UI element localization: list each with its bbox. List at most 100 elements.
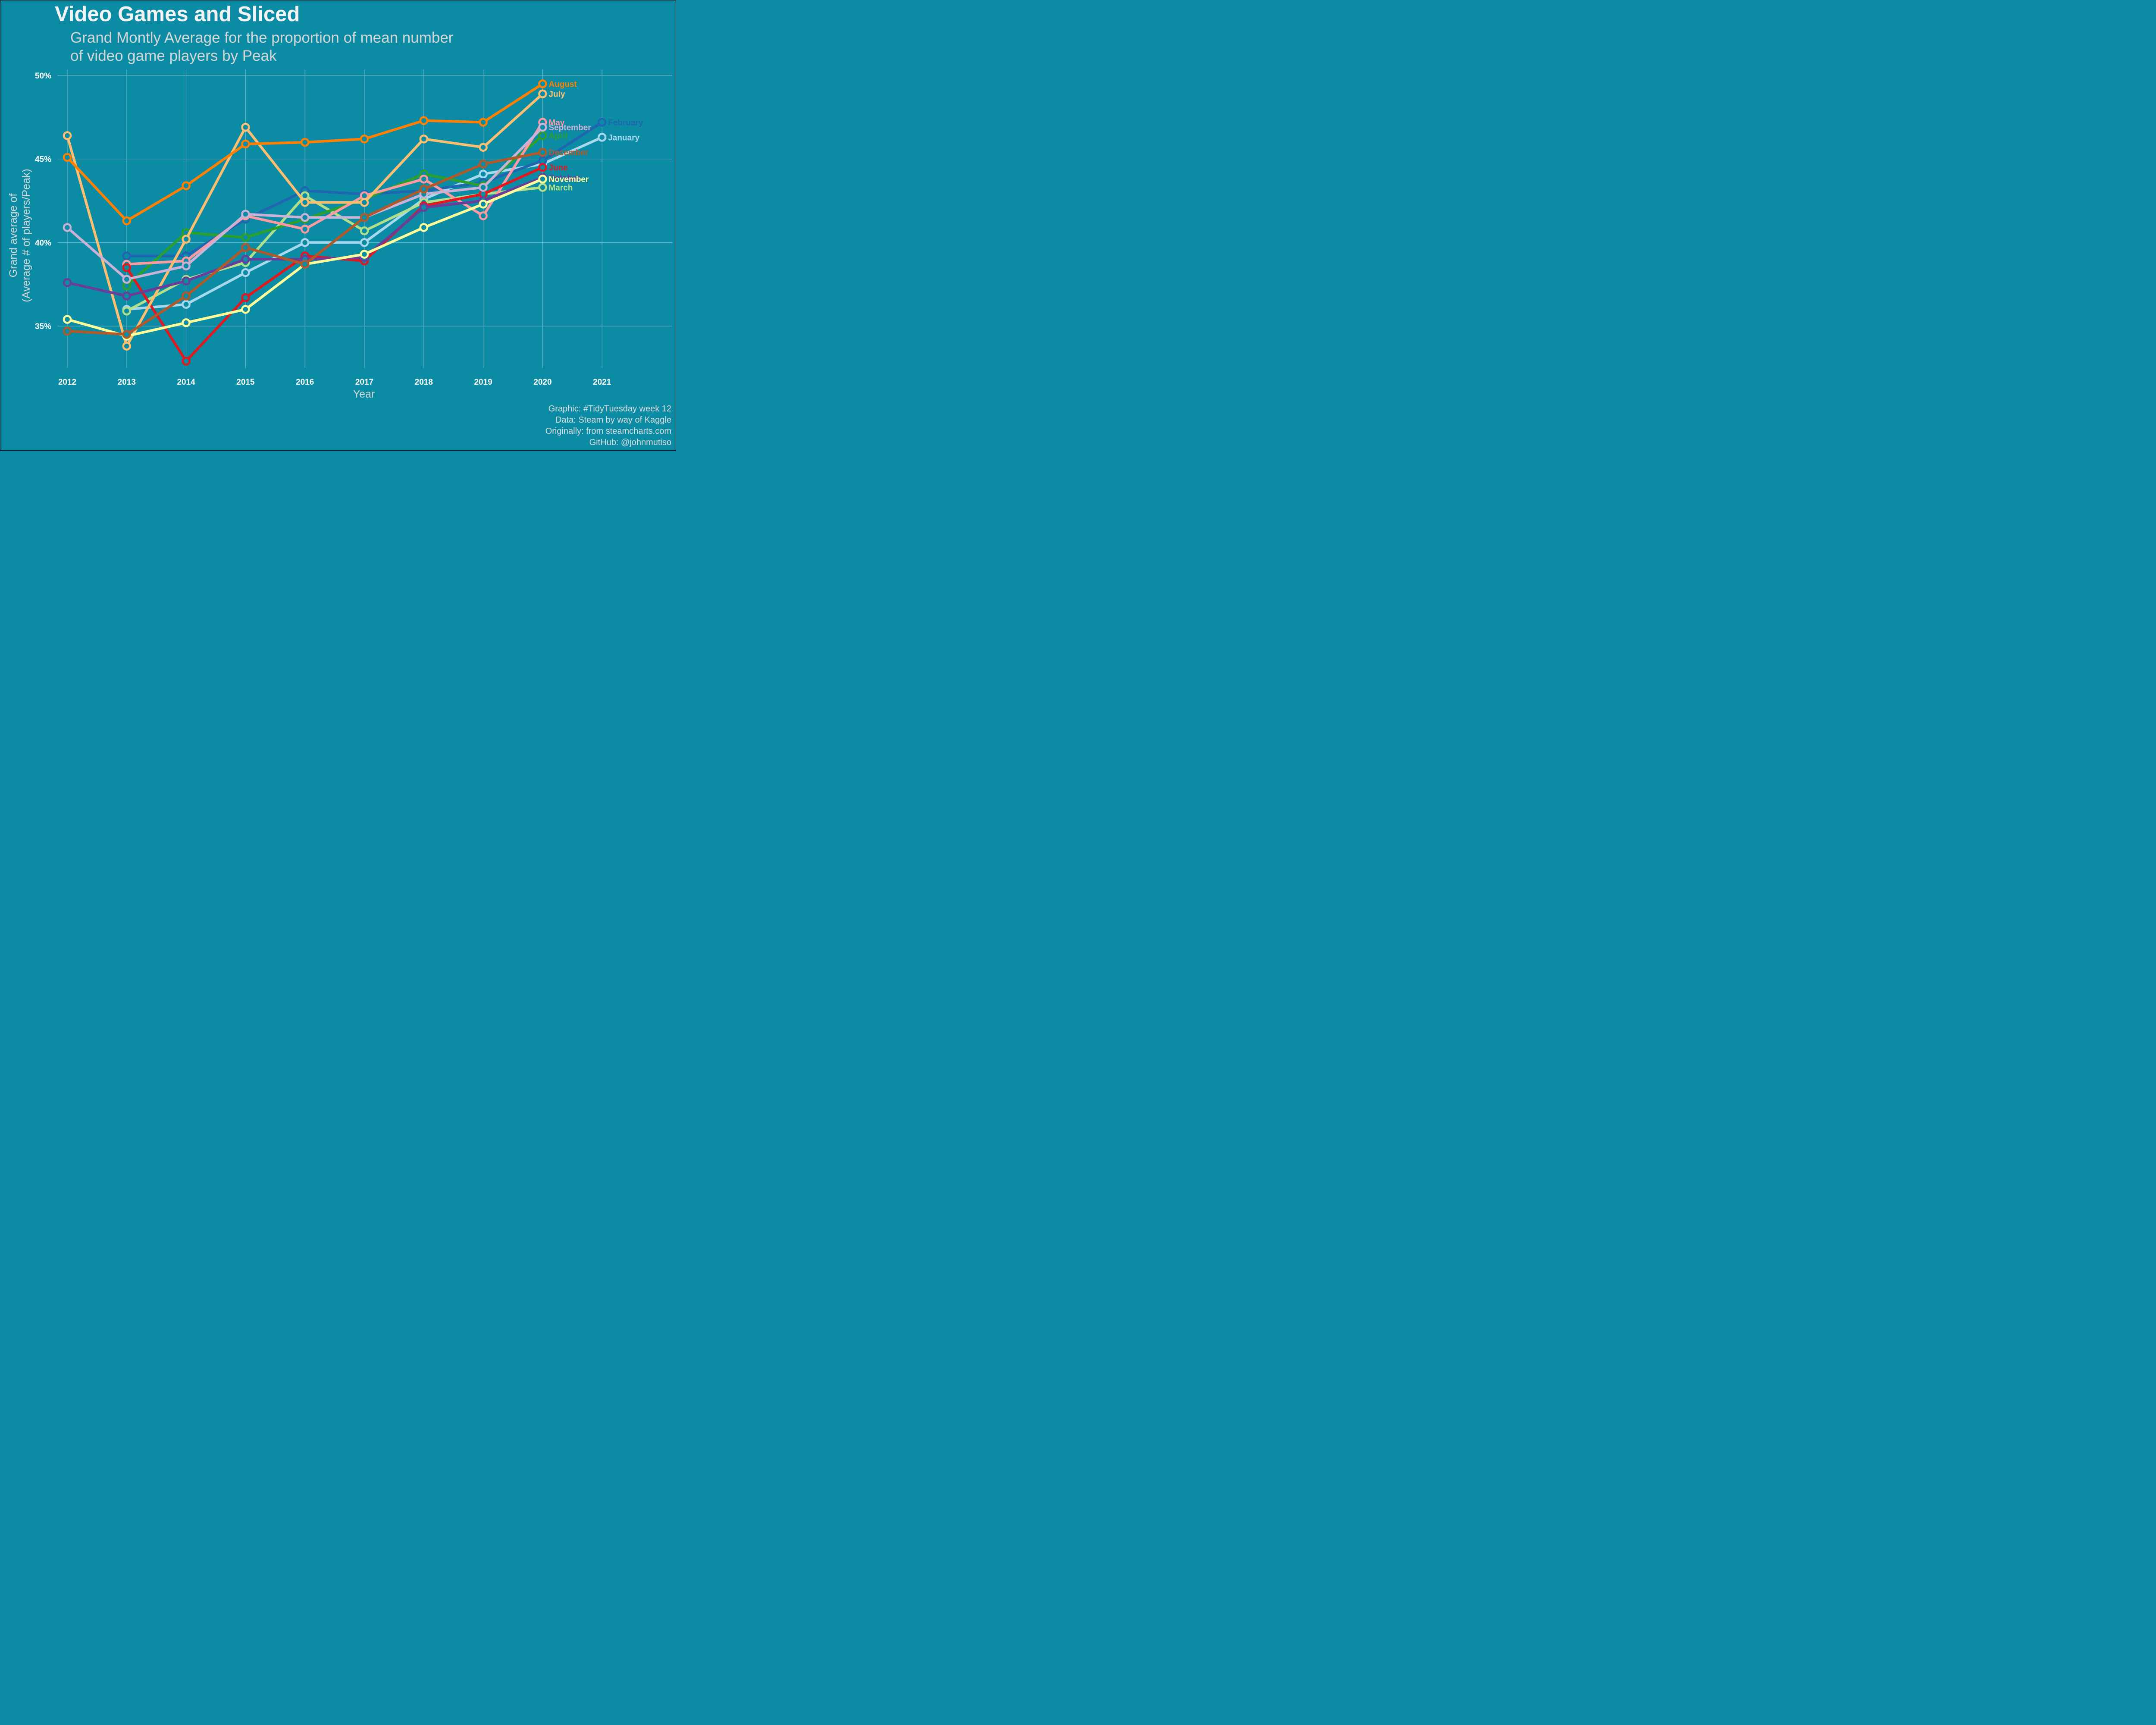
data-point [122,275,132,284]
series-label: December [548,148,588,157]
data-point [538,122,547,132]
data-point [241,122,250,132]
data-point [419,223,429,232]
x-tick-label: 2014 [177,378,195,387]
data-point [300,213,310,222]
data-point [300,198,310,207]
x-tick-label: 2012 [58,378,76,387]
data-point [241,305,250,314]
y-tick-label: 50% [35,72,51,81]
x-tick-label: 2013 [118,378,136,387]
y-axis-ticks: 35% 40% 45% 50% [35,72,51,331]
data-point [122,263,132,272]
x-tick-label: 2020 [533,378,552,387]
chart-caption: Graphic: #TidyTuesday week 12 Data: Stea… [545,403,671,448]
data-point [63,278,72,287]
x-axis-title: Year [353,388,375,400]
x-tick-label: 2021 [593,378,611,387]
data-point [300,225,310,234]
line-chart: 35%40%45%50% 2012 2013 2014 2015 2016 2017 201… [7,69,672,400]
caption-line-4: GitHub: @johnmutiso [589,438,671,447]
data-point [538,147,547,157]
data-point [182,357,191,366]
series-july [63,89,547,351]
data-point [63,131,72,140]
series-label: October [548,173,580,182]
data-point [241,243,250,252]
data-point [300,260,310,269]
data-point [360,250,369,259]
data-point [63,153,72,162]
series-august [63,79,547,226]
data-point [419,203,429,212]
data-point [538,79,547,88]
data-point [419,116,429,125]
data-point [538,183,547,192]
chart-subtitle: Grand Montly Average for the proportion … [70,29,454,64]
data-point [122,306,132,316]
series-label: May [548,118,564,127]
chart-root: 35% 40% 45% 50% 2012 2013 2014 2015 2016 2017 201… [0,0,676,451]
data-point [538,131,547,140]
data-point [479,143,488,152]
data-point [479,118,488,127]
data-point [182,261,191,270]
series-label: September [548,123,591,132]
data-point [479,200,488,209]
data-point [122,342,132,351]
data-point [419,134,429,144]
series-label: February [608,118,643,127]
x-tick-label: 2016 [296,378,314,387]
series-label: March [548,184,573,193]
data-point [241,293,250,302]
series-label: November [548,175,589,184]
data-point [182,292,191,301]
data-point [182,181,191,190]
caption-line-1: Graphic: #TidyTuesday week 12 [548,404,671,414]
x-tick-label: 2019 [474,378,492,387]
series-label: April [548,132,567,141]
data-point [122,330,132,339]
data-point [122,216,132,226]
data-point [300,238,310,247]
data-point [538,163,547,172]
data-point [241,268,250,277]
data-point [241,210,250,219]
series-december [63,147,547,339]
data-point [360,213,369,222]
y-axis-title: Grand average of(Average # of players/Pe… [7,169,32,302]
data-point [419,174,429,184]
series-label: August [548,80,577,89]
data-point [597,118,607,127]
data-point [538,174,547,184]
series-label: July [548,90,565,99]
data-point [63,326,72,336]
data-point [241,254,250,264]
y-axis-title-line: (Average # of players/Peak) [20,169,32,302]
y-tick-label: 45% [35,155,51,164]
x-tick-label: 2018 [415,378,433,387]
data-point [360,134,369,144]
series-label: June [548,163,567,172]
data-point [360,226,369,235]
series-lines [63,79,607,366]
series-end-labels: January February March April May June JulyAugu… [548,80,643,192]
data-point [479,169,488,179]
series-line [125,134,544,288]
data-point [182,318,191,327]
data-point [360,238,369,247]
series-label: January [608,133,639,142]
y-tick-label: 40% [35,238,51,248]
x-tick-label: 2017 [355,378,373,387]
data-point [241,233,250,242]
chart-title: Video Games and Sliced [55,3,300,26]
data-point [360,198,369,207]
data-point [479,211,488,220]
data-point [479,160,488,169]
series-line [125,121,544,266]
data-point [241,139,250,149]
x-tick-label: 2015 [236,378,255,387]
data-point [182,276,191,285]
data-point [63,223,72,232]
data-point [419,185,429,194]
